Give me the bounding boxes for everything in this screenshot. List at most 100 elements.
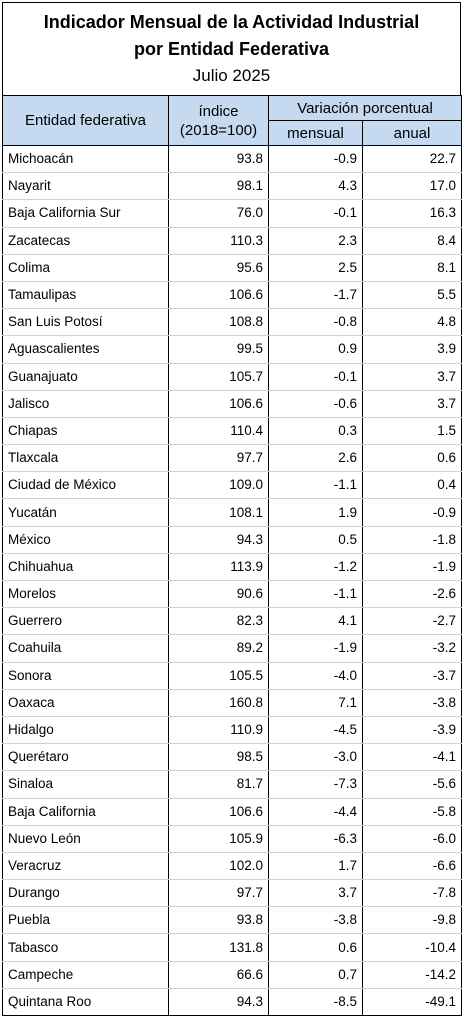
cell-entidad: Hidalgo — [2, 716, 169, 745]
cell-mensual: 3.7 — [268, 879, 363, 908]
cell-entidad: San Luis Potosí — [2, 308, 169, 337]
table-row: Nuevo León 105.9 -6.3 -6.0 — [2, 825, 463, 853]
cell-anual: -9.8 — [361, 906, 463, 935]
cell-anual: -10.4 — [361, 933, 463, 962]
title-block: Indicador Mensual de la Actividad Indust… — [2, 2, 461, 95]
table-row: Zacatecas 110.3 2.3 8.4 — [2, 227, 463, 255]
table-row: Sonora 105.5 -4.0 -3.7 — [2, 662, 463, 690]
cell-indice: 160.8 — [168, 689, 269, 717]
table-row: México 94.3 0.5 -1.8 — [2, 526, 463, 554]
table-row: Querétaro 98.5 -3.0 -4.1 — [2, 743, 463, 772]
cell-mensual: -1.1 — [268, 471, 363, 500]
cell-entidad: Guanajuato — [2, 363, 169, 391]
cell-entidad: Querétaro — [2, 743, 169, 772]
cell-mensual: 4.3 — [268, 172, 363, 201]
table-row: Tabasco 131.8 0.6 -10.4 — [2, 933, 463, 962]
cell-indice: 98.5 — [168, 743, 269, 772]
cell-indice: 105.7 — [168, 363, 269, 391]
cell-anual: 4.8 — [361, 308, 463, 337]
cell-entidad: México — [2, 526, 169, 554]
cell-mensual: -0.8 — [268, 308, 363, 337]
cell-indice: 94.3 — [168, 988, 269, 1017]
cell-anual: -2.6 — [361, 580, 463, 609]
cell-entidad: Ciudad de México — [2, 471, 169, 500]
cell-mensual: -7.3 — [268, 770, 363, 799]
cell-indice: 66.6 — [168, 961, 269, 989]
cell-entidad: Tabasco — [2, 933, 169, 962]
cell-entidad: Yucatán — [2, 498, 169, 527]
table-row: Nayarit 98.1 4.3 17.0 — [2, 172, 463, 201]
cell-indice: 109.0 — [168, 471, 269, 500]
cell-anual: -3.7 — [361, 662, 463, 690]
title-line-1: Indicador Mensual de la Actividad Indust… — [43, 12, 420, 32]
cell-entidad: Tamaulipas — [2, 281, 169, 310]
header-monthly: mensual — [268, 120, 363, 146]
table-row: Baja California 106.6 -4.4 -5.8 — [2, 798, 463, 826]
cell-anual: -0.9 — [361, 498, 463, 527]
cell-anual: -6.0 — [361, 825, 463, 853]
cell-entidad: Coahuila — [2, 634, 169, 663]
table-row: Jalisco 106.6 -0.6 3.7 — [2, 390, 463, 418]
cell-anual: 5.5 — [361, 281, 463, 310]
header-index-line2: (2018=100) — [179, 121, 258, 139]
cell-entidad: Oaxaca — [2, 689, 169, 717]
cell-indice: 95.6 — [168, 254, 269, 282]
cell-entidad: Chihuahua — [2, 553, 169, 582]
table-row: Campeche 66.6 0.7 -14.2 — [2, 961, 463, 989]
cell-entidad: Michoacán — [2, 145, 169, 174]
table-row: Chiapas 110.4 0.3 1.5 — [2, 417, 463, 446]
table-row: Quintana Roo 94.3 -8.5 -49.1 — [2, 988, 463, 1017]
cell-mensual: 2.5 — [268, 254, 363, 282]
cell-anual: 22.7 — [361, 145, 463, 174]
cell-indice: 106.6 — [168, 281, 269, 310]
cell-indice: 93.8 — [168, 145, 269, 174]
cell-indice: 105.9 — [168, 825, 269, 853]
cell-anual: -2.7 — [361, 607, 463, 636]
cell-anual: 8.4 — [361, 227, 463, 255]
table-row: Sinaloa 81.7 -7.3 -5.6 — [2, 770, 463, 799]
table-row: Aguascalientes 99.5 0.9 3.9 — [2, 335, 463, 364]
table-row: Morelos 90.6 -1.1 -2.6 — [2, 580, 463, 609]
table-row: Guerrero 82.3 4.1 -2.7 — [2, 607, 463, 636]
cell-mensual: -0.9 — [268, 145, 363, 174]
cell-entidad: Veracruz — [2, 852, 169, 881]
cell-mensual: -3.8 — [268, 906, 363, 935]
cell-mensual: -1.9 — [268, 634, 363, 663]
cell-mensual: 1.7 — [268, 852, 363, 881]
cell-anual: 1.5 — [361, 417, 463, 446]
cell-anual: -1.9 — [361, 553, 463, 582]
cell-anual: 0.6 — [361, 444, 463, 473]
cell-anual: -5.8 — [361, 798, 463, 826]
cell-indice: 93.8 — [168, 906, 269, 935]
cell-anual: 3.7 — [361, 363, 463, 391]
cell-anual: 17.0 — [361, 172, 463, 201]
table-row: Puebla 93.8 -3.8 -9.8 — [2, 906, 463, 935]
cell-mensual: 0.7 — [268, 961, 363, 989]
cell-mensual: 0.6 — [268, 933, 363, 962]
header-annual: anual — [361, 120, 463, 146]
table-row: Guanajuato 105.7 -0.1 3.7 — [2, 363, 463, 391]
table-row: San Luis Potosí 108.8 -0.8 4.8 — [2, 308, 463, 337]
header-index: índice (2018=100) — [168, 95, 269, 146]
cell-anual: -4.1 — [361, 743, 463, 772]
cell-entidad: Aguascalientes — [2, 335, 169, 364]
cell-mensual: -0.1 — [268, 363, 363, 391]
cell-mensual: -1.7 — [268, 281, 363, 310]
cell-mensual: -1.2 — [268, 553, 363, 582]
data-table: Entidad federativa índice (2018=100) Var… — [2, 95, 463, 1017]
cell-anual: -49.1 — [361, 988, 463, 1017]
cell-anual: 0.4 — [361, 471, 463, 500]
cell-entidad: Baja California Sur — [2, 199, 169, 228]
cell-entidad: Campeche — [2, 961, 169, 989]
cell-entidad: Colima — [2, 254, 169, 282]
cell-entidad: Tlaxcala — [2, 444, 169, 473]
table-row: Baja California Sur 76.0 -0.1 16.3 — [2, 199, 463, 228]
cell-anual: -6.6 — [361, 852, 463, 881]
cell-entidad: Durango — [2, 879, 169, 908]
cell-indice: 89.2 — [168, 634, 269, 663]
cell-mensual: 0.9 — [268, 335, 363, 364]
cell-mensual: 4.1 — [268, 607, 363, 636]
cell-indice: 108.1 — [168, 498, 269, 527]
cell-mensual: -4.4 — [268, 798, 363, 826]
